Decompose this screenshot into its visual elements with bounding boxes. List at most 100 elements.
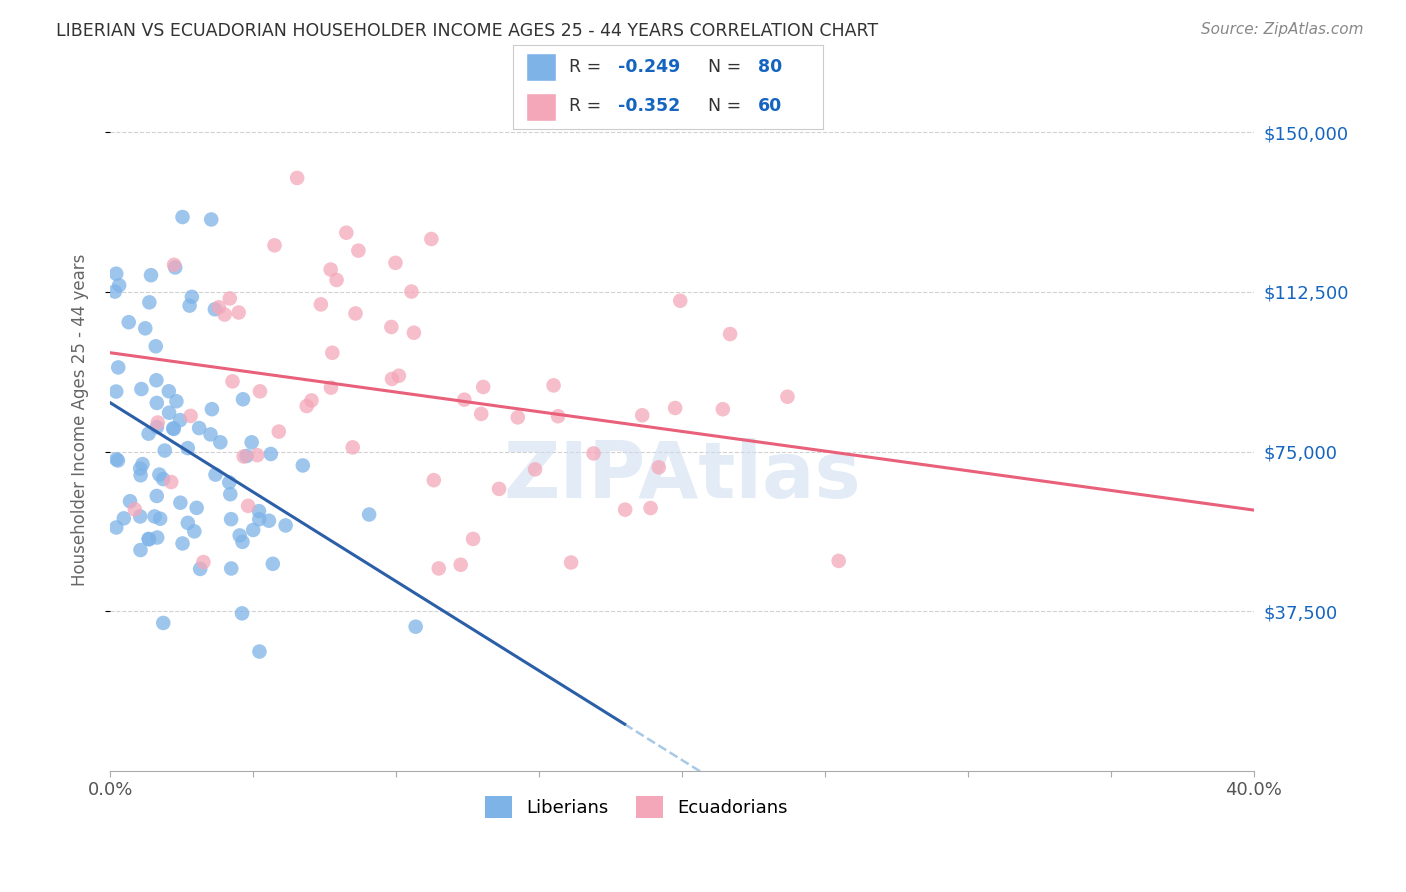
Point: [242, 523, 264, 537]
Point: [718, 326, 741, 341]
Point: [344, 306, 367, 320]
Point: [129, 461, 152, 475]
Point: [124, 502, 146, 516]
Point: [183, 524, 205, 539]
Point: [139, 268, 162, 283]
Point: [138, 426, 160, 441]
Point: [524, 462, 547, 476]
Point: [186, 500, 208, 515]
Point: [138, 295, 160, 310]
Point: [188, 562, 211, 576]
Point: [172, 210, 194, 224]
Point: [157, 384, 180, 399]
Point: [218, 475, 240, 490]
Point: [129, 468, 152, 483]
Point: [145, 489, 167, 503]
Point: [146, 416, 169, 430]
Point: [180, 409, 202, 423]
Point: [232, 450, 254, 464]
Point: [228, 305, 250, 319]
Point: [246, 448, 269, 462]
Point: [219, 561, 242, 575]
Point: [342, 441, 364, 455]
Text: -0.352: -0.352: [619, 97, 681, 115]
Point: [472, 380, 495, 394]
Point: [152, 615, 174, 630]
Point: [380, 320, 402, 334]
Text: ZIPAtlas: ZIPAtlas: [503, 438, 860, 514]
Point: [228, 528, 250, 542]
Point: [776, 390, 799, 404]
Point: [138, 532, 160, 546]
Point: [461, 532, 484, 546]
Point: [359, 508, 381, 522]
Point: [427, 561, 450, 575]
Point: [165, 394, 187, 409]
Point: [188, 421, 211, 435]
Point: [163, 422, 186, 436]
Point: [157, 406, 180, 420]
Text: LIBERIAN VS ECUADORIAN HOUSEHOLDER INCOME AGES 25 - 44 YEARS CORRELATION CHART: LIBERIAN VS ECUADORIAN HOUSEHOLDER INCOM…: [56, 22, 879, 40]
Point: [105, 384, 128, 399]
Point: [118, 494, 141, 508]
Point: [169, 413, 191, 427]
Point: [470, 407, 492, 421]
Text: 60: 60: [758, 97, 782, 115]
Point: [335, 226, 357, 240]
Point: [402, 326, 425, 340]
Point: [240, 435, 263, 450]
Point: [669, 293, 692, 308]
Point: [347, 244, 370, 258]
Point: [219, 512, 242, 526]
Point: [319, 381, 342, 395]
Point: [260, 447, 283, 461]
Point: [146, 531, 169, 545]
Point: [204, 467, 226, 482]
Point: [153, 443, 176, 458]
Point: [105, 452, 128, 467]
Point: [200, 212, 222, 227]
Point: [201, 402, 224, 417]
Point: [214, 308, 236, 322]
Point: [169, 496, 191, 510]
Point: [172, 536, 194, 550]
Point: [321, 345, 343, 359]
Point: [711, 402, 734, 417]
Point: [295, 399, 318, 413]
Point: [131, 382, 153, 396]
Point: [614, 502, 637, 516]
Point: [148, 467, 170, 482]
Point: [631, 409, 654, 423]
Point: [405, 620, 427, 634]
Point: [648, 460, 671, 475]
Point: [129, 543, 152, 558]
Text: Source: ZipAtlas.com: Source: ZipAtlas.com: [1201, 22, 1364, 37]
FancyBboxPatch shape: [526, 54, 557, 81]
Point: [208, 300, 231, 314]
Point: [104, 285, 127, 299]
Point: [163, 258, 186, 272]
Point: [235, 449, 257, 463]
Point: [221, 375, 243, 389]
Point: [453, 392, 475, 407]
Point: [247, 504, 270, 518]
Y-axis label: Householder Income Ages 25 - 44 years: Householder Income Ages 25 - 44 years: [72, 253, 89, 586]
Point: [232, 392, 254, 407]
Point: [218, 292, 240, 306]
Point: [640, 501, 662, 516]
Point: [381, 372, 404, 386]
Point: [401, 285, 423, 299]
Point: [664, 401, 686, 415]
Point: [319, 262, 342, 277]
Point: [827, 554, 849, 568]
Point: [131, 457, 153, 471]
Point: [219, 487, 242, 501]
Point: [388, 368, 411, 383]
Text: -0.249: -0.249: [619, 58, 681, 76]
Point: [105, 520, 128, 534]
Text: N =: N =: [709, 97, 747, 115]
Point: [267, 425, 290, 439]
Point: [105, 267, 128, 281]
Point: [209, 435, 232, 450]
Point: [236, 499, 259, 513]
